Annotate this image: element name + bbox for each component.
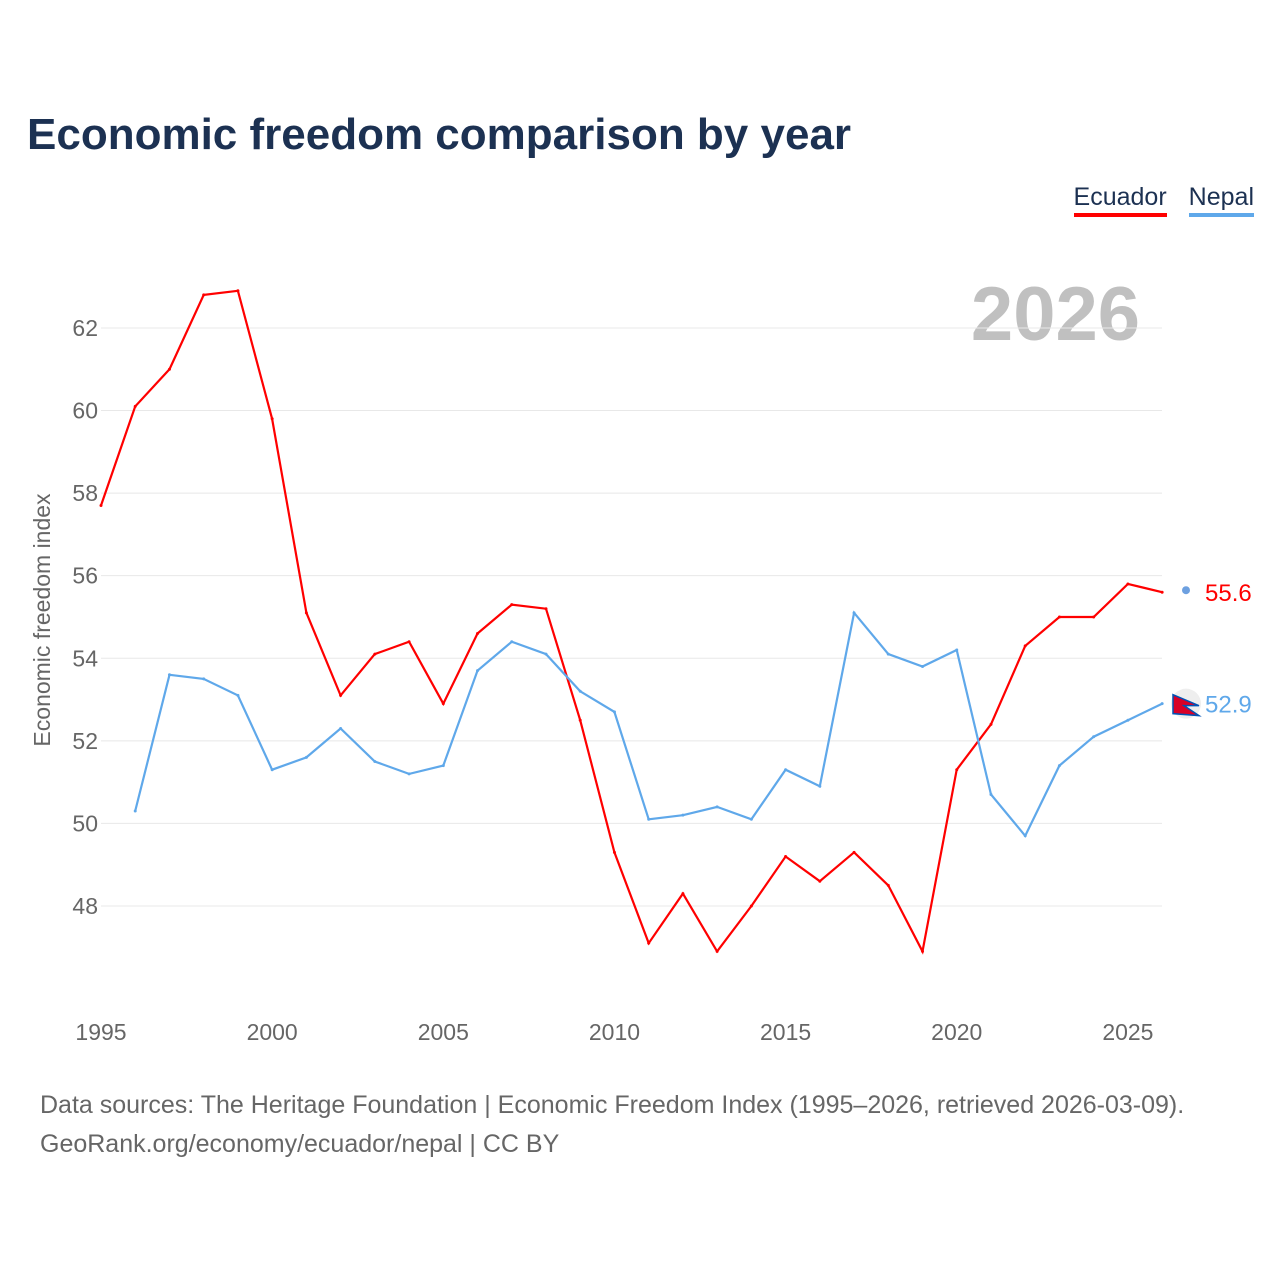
- y-tick-label: 60: [72, 398, 98, 424]
- line-chart: 2026 48 50 52 54 56 58 60 62 1995 2000 2005 2010 2015…: [29, 272, 1252, 1045]
- data-point: [270, 768, 274, 772]
- data-point: [304, 755, 308, 759]
- data-point: [373, 759, 377, 763]
- source-text: Data sources: The Heritage Foundation | …: [40, 1091, 1185, 1119]
- data-point: [989, 722, 993, 726]
- y-tick-label: 50: [72, 810, 98, 836]
- x-tick-label: 2020: [931, 1019, 982, 1045]
- data-point: [784, 768, 788, 772]
- data-point: [612, 850, 616, 854]
- data-point: [681, 892, 685, 896]
- data-point: [1023, 834, 1027, 838]
- data-point: [852, 611, 856, 615]
- data-point: [236, 693, 240, 697]
- x-tick-label: 2005: [418, 1019, 469, 1045]
- data-point: [304, 611, 308, 615]
- x-tick-label: 2000: [247, 1019, 298, 1045]
- data-point: [373, 652, 377, 656]
- data-point: [1023, 644, 1027, 648]
- data-point: [407, 772, 411, 776]
- data-point: [167, 673, 171, 677]
- y-tick-label: 48: [72, 893, 98, 919]
- data-point: [955, 648, 959, 652]
- data-point: [544, 607, 548, 611]
- data-point: [578, 689, 582, 693]
- end-label-ecuador: 55.6: [1205, 580, 1252, 607]
- data-point: [1092, 615, 1096, 619]
- legend-nepal[interactable]: Nepal: [1188, 183, 1254, 217]
- data-point: [955, 768, 959, 772]
- y-axis-label: Economic freedom index: [29, 493, 55, 747]
- nepal-flag-icon: [1171, 688, 1202, 719]
- ecuador-flag-icon: [1171, 577, 1201, 607]
- data-point: [133, 809, 137, 813]
- data-point: [407, 640, 411, 644]
- data-point: [476, 631, 480, 635]
- year-watermark: 2026: [971, 272, 1140, 357]
- attribution-text: GeoRank.org/economy/ecuador/nepal | CC B…: [40, 1130, 560, 1158]
- data-point: [852, 850, 856, 854]
- data-point: [441, 702, 445, 706]
- data-point: [818, 879, 822, 883]
- data-point: [647, 817, 651, 821]
- legend: Ecuador Nepal: [1073, 183, 1254, 217]
- data-point: [202, 293, 206, 297]
- x-tick-label: 1995: [75, 1019, 126, 1045]
- x-tick-label: 2025: [1102, 1019, 1153, 1045]
- data-point: [476, 669, 480, 673]
- x-tick-label: 2010: [589, 1019, 640, 1045]
- data-point: [510, 640, 514, 644]
- data-point: [578, 718, 582, 722]
- data-point: [749, 904, 753, 908]
- y-tick-label: 54: [72, 645, 98, 671]
- data-point: [715, 949, 719, 953]
- data-point: [921, 949, 925, 953]
- data-point: [886, 652, 890, 656]
- data-point: [784, 854, 788, 858]
- data-point: [1057, 615, 1061, 619]
- data-point: [167, 367, 171, 371]
- data-point: [1126, 582, 1130, 586]
- data-point: [1092, 735, 1096, 739]
- data-point: [339, 693, 343, 697]
- series-line-ecuador: [99, 289, 1163, 955]
- data-point: [749, 817, 753, 821]
- data-point: [886, 883, 890, 887]
- data-point: [99, 503, 103, 507]
- footer: Data sources: The Heritage Foundation | …: [40, 1086, 1184, 1164]
- end-label-nepal: 52.9: [1205, 692, 1252, 719]
- data-point: [1126, 718, 1130, 722]
- chart-title: Economic freedom comparison by year: [27, 110, 852, 159]
- y-tick-label: 58: [72, 480, 98, 506]
- y-tick-label: 56: [72, 563, 98, 589]
- data-point: [715, 805, 719, 809]
- data-point: [133, 404, 137, 408]
- data-point: [1160, 702, 1164, 706]
- series-line-nepal: [134, 610, 1163, 838]
- data-point: [202, 677, 206, 681]
- data-point: [921, 665, 925, 669]
- data-point: [441, 764, 445, 768]
- y-tick-label: 62: [72, 315, 98, 341]
- x-tick-label: 2015: [760, 1019, 811, 1045]
- data-point: [510, 603, 514, 607]
- data-point: [818, 784, 822, 788]
- y-tick-label: 52: [72, 728, 98, 754]
- data-point: [339, 726, 343, 730]
- data-point: [1057, 764, 1061, 768]
- data-point: [989, 793, 993, 797]
- legend-ecuador[interactable]: Ecuador: [1073, 183, 1167, 217]
- data-point: [1160, 590, 1164, 594]
- data-point: [681, 813, 685, 817]
- data-point: [236, 289, 240, 293]
- data-point: [544, 652, 548, 656]
- data-point: [647, 941, 651, 945]
- data-point: [270, 417, 274, 421]
- data-point: [612, 710, 616, 714]
